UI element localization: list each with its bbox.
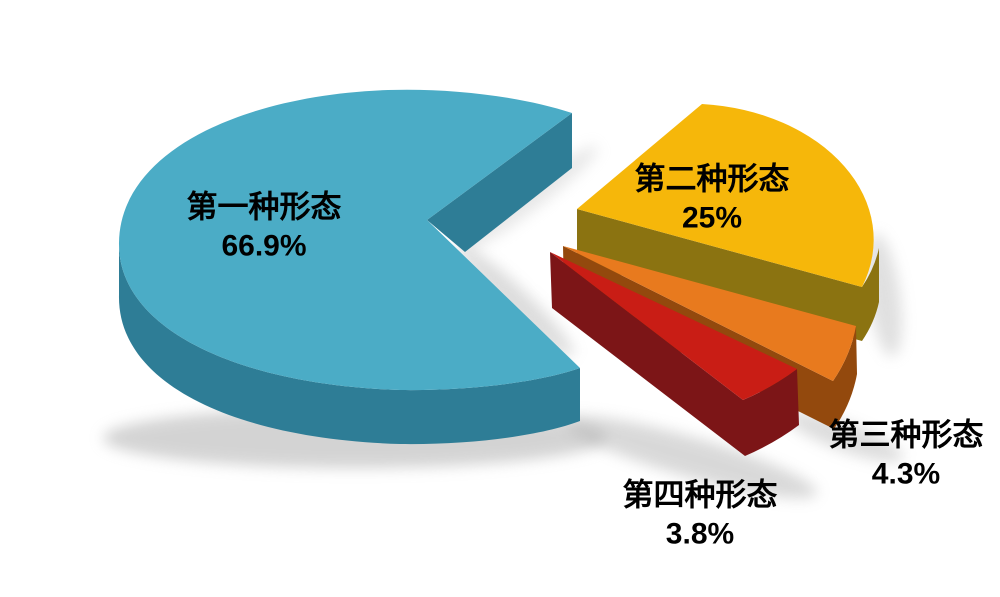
slice-blue-side bbox=[118, 243, 580, 445]
slice-yellow-side bbox=[577, 209, 879, 341]
slice-red-side bbox=[550, 252, 799, 456]
slice-blue-top bbox=[118, 89, 580, 391]
shadow bbox=[786, 412, 904, 462]
shadow bbox=[562, 415, 818, 499]
shadow bbox=[460, 247, 574, 357]
slice-blue-notch-wall bbox=[427, 113, 572, 252]
slice-red-top bbox=[550, 252, 797, 400]
slice-yellow-top bbox=[577, 104, 874, 287]
slice-orange-top bbox=[563, 246, 856, 381]
